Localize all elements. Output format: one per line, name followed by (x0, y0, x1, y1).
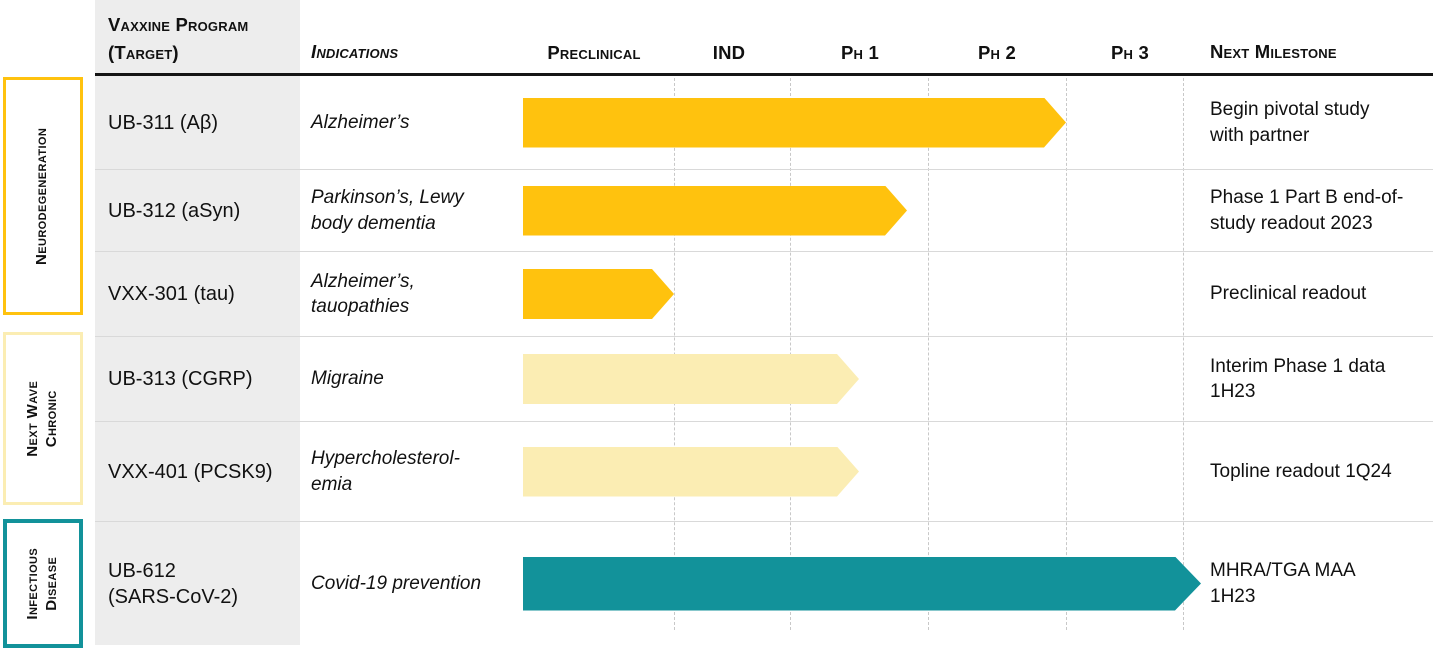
indication-cell: Parkinson’s, Lewy body dementia (300, 170, 520, 251)
milestone-text: Preclinical readout (1210, 283, 1367, 305)
row-vxx-301: VXX-301 (tau) Alzheimer’s, tauopathies P… (95, 252, 1433, 337)
program-cell: UB-313 (CGRP) (95, 337, 300, 421)
milestone-text: MHRA/TGA MAA 1H23 (1210, 560, 1356, 607)
milestone-cell: Preclinical readout (1210, 252, 1433, 336)
progress-arrow-ub-612 (523, 557, 1201, 611)
milestone-text: Interim Phase 1 data 1H23 (1210, 355, 1386, 402)
category-label-infectious-disease: Infectious Disease (24, 548, 62, 620)
category-label-neurodegeneration: Neurodegeneration (34, 127, 53, 264)
program-name: UB-612 (SARS-CoV-2) (108, 559, 239, 608)
category-label-line: Chronic (43, 389, 61, 448)
header-next-milestone: Next Milestone (1210, 40, 1337, 62)
row-ub-312: UB-312 (aSyn) Parkinson’s, Lewy body dem… (95, 170, 1433, 252)
program-name: UB-313 (CGRP) (108, 368, 253, 390)
program-cell: VXX-301 (tau) (95, 252, 300, 336)
program-cell: VXX-401 (PCSK9) (95, 422, 300, 521)
progress-arrow-ub-312 (523, 186, 907, 236)
header-program: Vaxxine Program (Target) (95, 0, 300, 73)
header-phase-ph2: Ph 2 (978, 42, 1016, 63)
indication-text: Hypercholesterol- emia (311, 448, 460, 495)
progress-arrow-ub-313 (523, 354, 859, 404)
milestone-text: Phase 1 Part B end-of- study readout 202… (1210, 187, 1404, 234)
header-phases: Preclinical IND Ph 1 Ph 2 Ph 3 (520, 0, 1210, 73)
phase-gridline (1183, 78, 1184, 630)
program-name: UB-311 (Aβ) (108, 111, 219, 134)
header-phase-ind: IND (712, 42, 746, 63)
category-box-infectious-disease: Infectious Disease (3, 519, 83, 648)
progress-arrow-vxx-401 (523, 447, 859, 497)
indication-text: Alzheimer’s, tauopathies (311, 270, 415, 317)
category-label-line: Infectious (24, 547, 42, 620)
milestone-cell: MHRA/TGA MAA 1H23 (1210, 522, 1433, 645)
milestone-text: Begin pivotal study with partner (1210, 99, 1370, 146)
milestone-cell: Topline readout 1Q24 (1210, 422, 1433, 521)
indication-cell: Alzheimer’s (300, 76, 520, 169)
progress-arrow-ub-311 (523, 98, 1066, 148)
row-vxx-401: VXX-401 (PCSK9) Hypercholesterol- emia T… (95, 422, 1433, 522)
category-label-line: Next Wave (24, 380, 42, 457)
program-cell: UB-311 (Aβ) (95, 76, 300, 169)
category-box-next-wave-chronic: Next Wave Chronic (3, 332, 83, 505)
header-phase-ph1: Ph 1 (841, 42, 879, 63)
indication-text: Migraine (311, 368, 384, 390)
program-name: VXX-401 (PCSK9) (108, 460, 273, 483)
row-ub-313: UB-313 (CGRP) Migraine Interim Phase 1 d… (95, 337, 1433, 422)
category-label-line: Neurodegeneration (33, 127, 51, 265)
milestone-cell: Phase 1 Part B end-of- study readout 202… (1210, 170, 1433, 251)
indication-cell: Hypercholesterol- emia (300, 422, 520, 521)
milestone-text: Topline readout 1Q24 (1210, 460, 1392, 482)
milestone-cell: Begin pivotal study with partner (1210, 76, 1433, 169)
category-label-line: Disease (42, 556, 60, 611)
row-ub-612: UB-612 (SARS-CoV-2) Covid-19 prevention … (95, 522, 1433, 645)
indication-cell: Covid-19 prevention (300, 522, 520, 645)
pipeline-table: Vaxxine Program (Target) Indications Pre… (95, 0, 1433, 645)
header-program-line2: (Target) (108, 41, 179, 63)
progress-arrow-vxx-301 (523, 269, 674, 319)
category-label-next-wave-chronic: Next Wave Chronic (24, 381, 62, 457)
phase-gridline (1066, 78, 1067, 630)
header-program-line1: Vaxxine Program (108, 14, 249, 35)
header-phase-preclinical: Preclinical (547, 42, 641, 63)
indication-cell: Alzheimer’s, tauopathies (300, 252, 520, 336)
header-row: Vaxxine Program (Target) Indications Pre… (95, 0, 1433, 76)
program-cell: UB-312 (aSyn) (95, 170, 300, 251)
header-indications: Indications (311, 40, 399, 62)
indication-cell: Migraine (300, 337, 520, 421)
row-ub-311: UB-311 (Aβ) Alzheimer’s Begin pivotal st… (95, 76, 1433, 170)
program-cell: UB-612 (SARS-CoV-2) (95, 522, 300, 645)
indication-text: Parkinson’s, Lewy body dementia (311, 187, 464, 234)
header-phase-ph3: Ph 3 (1111, 42, 1149, 63)
indication-text: Covid-19 prevention (311, 572, 482, 594)
indication-text: Alzheimer’s (311, 111, 410, 133)
program-name: VXX-301 (tau) (108, 283, 235, 305)
phase-gridline (928, 78, 929, 630)
program-name: UB-312 (aSyn) (108, 199, 241, 222)
milestone-cell: Interim Phase 1 data 1H23 (1210, 337, 1433, 421)
category-box-neurodegeneration: Neurodegeneration (3, 77, 83, 315)
